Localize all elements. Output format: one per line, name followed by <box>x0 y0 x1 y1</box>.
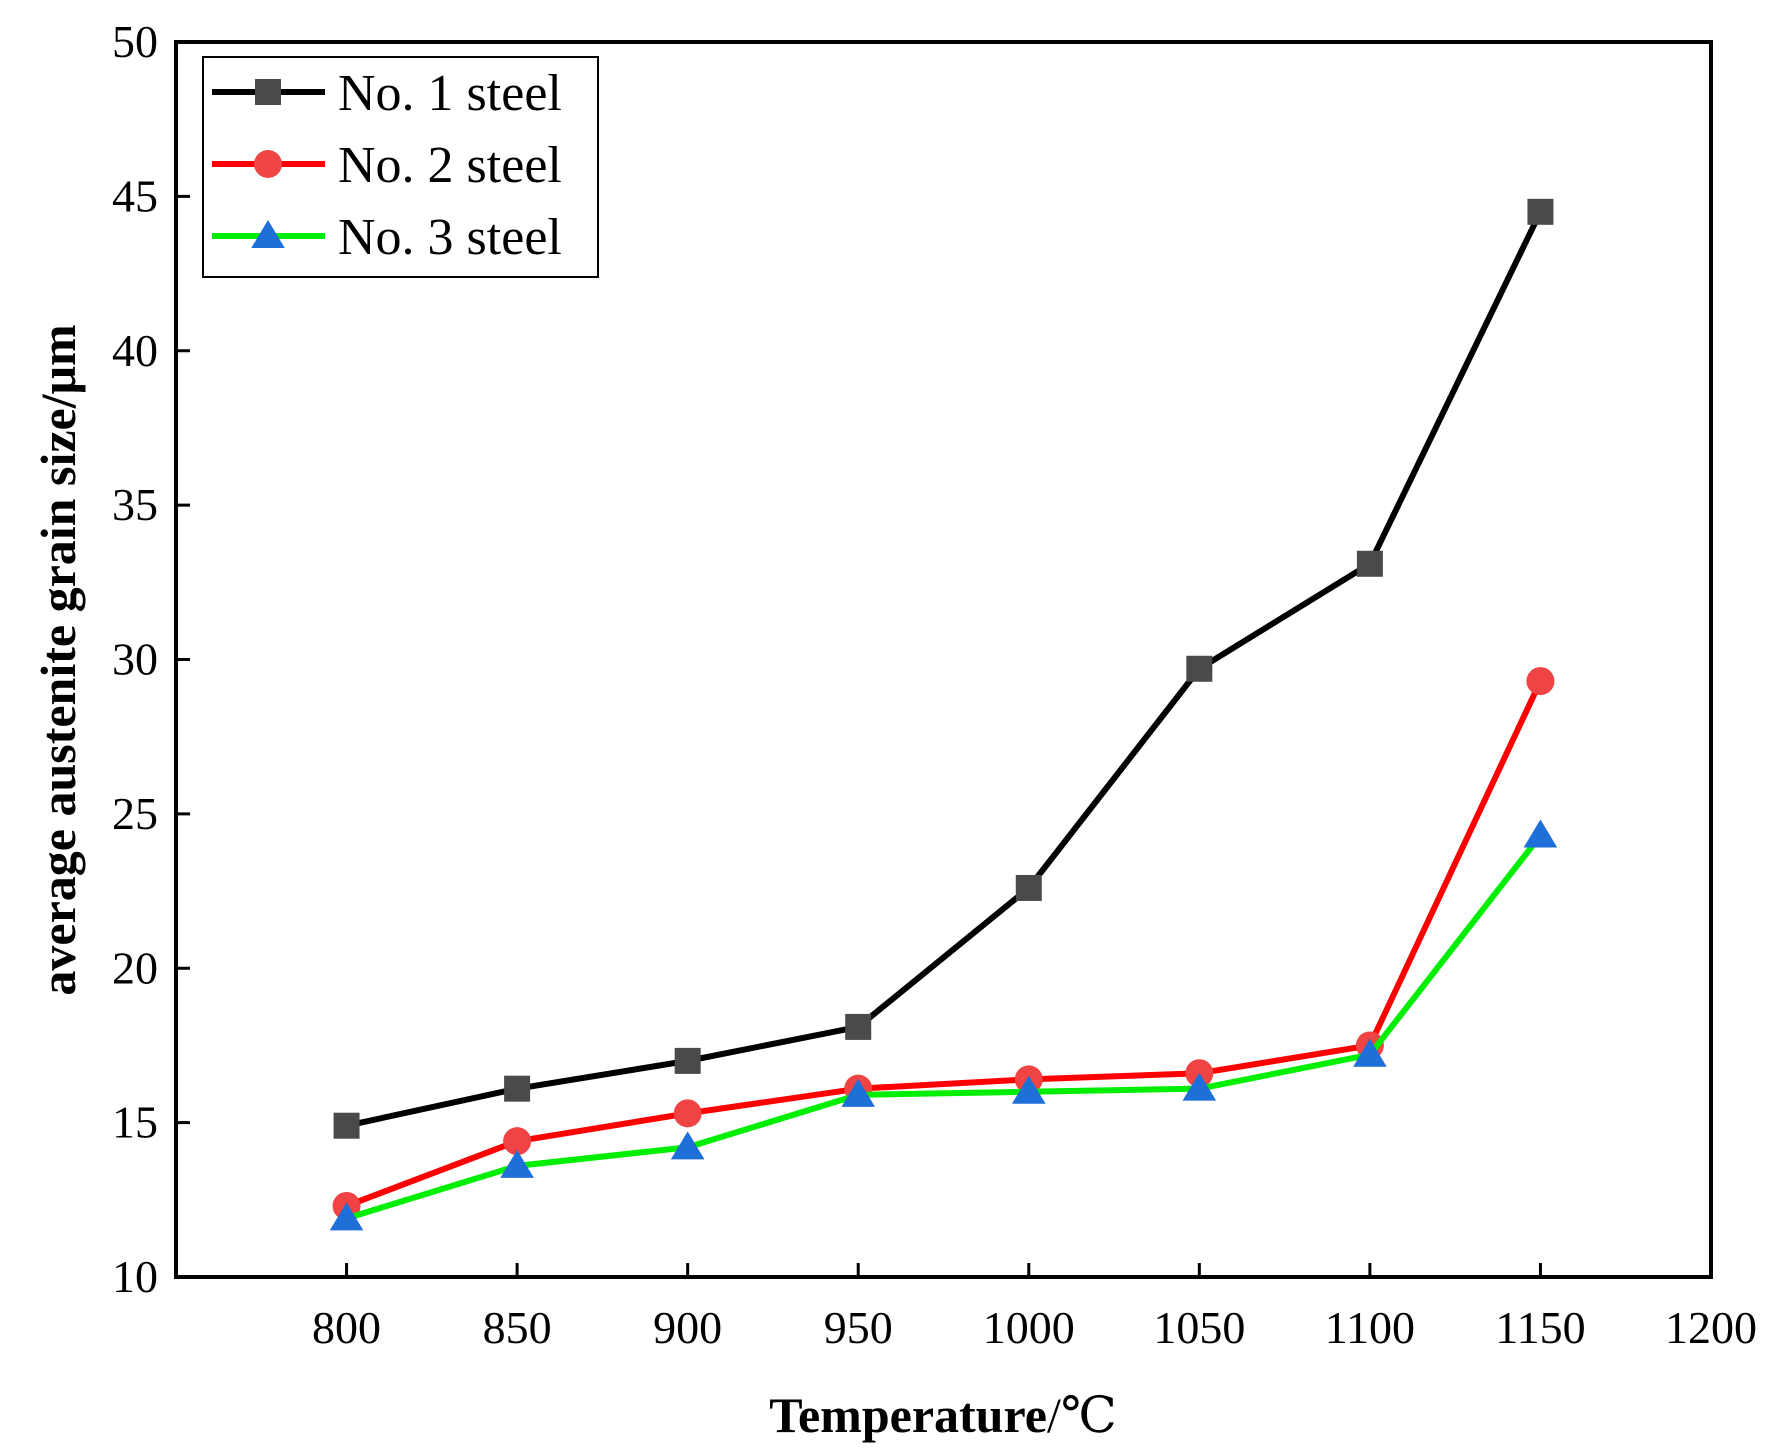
y-tick-label: 20 <box>112 942 158 993</box>
data-point <box>504 1075 531 1102</box>
series-line <box>345 210 1544 1129</box>
data-point <box>500 1149 534 1178</box>
y-tick-label: 35 <box>112 479 158 530</box>
data-point <box>1182 1072 1217 1101</box>
data-point <box>1186 655 1213 682</box>
y-tick-label: 15 <box>112 1097 158 1148</box>
legend-marker <box>255 79 281 105</box>
y-tick-label: 10 <box>112 1251 158 1302</box>
x-axis-title-unit: /℃ <box>1047 1387 1117 1443</box>
series-1 <box>333 198 1554 1139</box>
data-point <box>329 1202 364 1231</box>
y-axis-ticks: 10 15 20 25 30 35 40 45 50 <box>112 16 190 1302</box>
data-point <box>841 1078 876 1107</box>
series-2 <box>332 667 1555 1220</box>
series-layer <box>329 198 1558 1231</box>
legend: No. 1 steel No. 2 steel No. 3 steel <box>202 56 599 278</box>
y-tick-label: 25 <box>112 788 158 839</box>
x-axis-title-text: Temperature <box>769 1387 1047 1443</box>
x-tick-label: 1100 <box>1325 1302 1415 1353</box>
legend-marker <box>251 220 285 248</box>
data-point <box>1523 819 1558 848</box>
x-tick-label: 1000 <box>983 1302 1075 1353</box>
series-3 <box>329 819 1558 1231</box>
x-tick-label: 1150 <box>1495 1302 1585 1353</box>
y-tick-label: 45 <box>112 170 158 221</box>
legend-label: No. 1 steel <box>338 65 562 122</box>
x-tick-label: 1200 <box>1665 1302 1757 1353</box>
legend-label: No. 3 steel <box>338 209 562 266</box>
x-tick-label: 950 <box>824 1302 893 1353</box>
data-point <box>333 1112 360 1139</box>
data-point <box>503 1127 532 1156</box>
y-axis-title: average austenite grain size/μm <box>30 324 86 995</box>
legend-entry: No. 3 steel <box>212 209 562 266</box>
y-tick-label: 50 <box>112 16 158 67</box>
legend-label: No. 2 steel <box>338 137 562 194</box>
x-axis-ticks: 800 850 900 950 1000 1050 1100 1150 1200 <box>312 1263 1757 1353</box>
data-point <box>1356 550 1383 577</box>
x-tick-label: 850 <box>483 1302 552 1353</box>
data-point <box>1011 1075 1046 1104</box>
data-point <box>1526 667 1555 696</box>
y-tick-label: 40 <box>112 325 158 376</box>
data-point <box>674 1047 701 1074</box>
legend-marker <box>254 150 282 178</box>
data-point <box>1527 198 1554 225</box>
data-point <box>1015 874 1042 901</box>
legend-entry: No. 2 steel <box>212 137 562 194</box>
x-axis-title: Temperature/℃ <box>769 1387 1117 1443</box>
series-line <box>345 833 1543 1222</box>
data-point <box>845 1013 872 1040</box>
y-tick-label: 30 <box>112 634 158 685</box>
legend-entry: No. 1 steel <box>212 65 562 122</box>
series-line <box>345 679 1544 1209</box>
data-point <box>1353 1038 1387 1067</box>
data-point <box>670 1131 705 1160</box>
x-tick-label: 1050 <box>1153 1302 1245 1353</box>
data-point <box>673 1099 702 1128</box>
x-tick-label: 900 <box>653 1302 722 1353</box>
x-tick-label: 800 <box>312 1302 381 1353</box>
